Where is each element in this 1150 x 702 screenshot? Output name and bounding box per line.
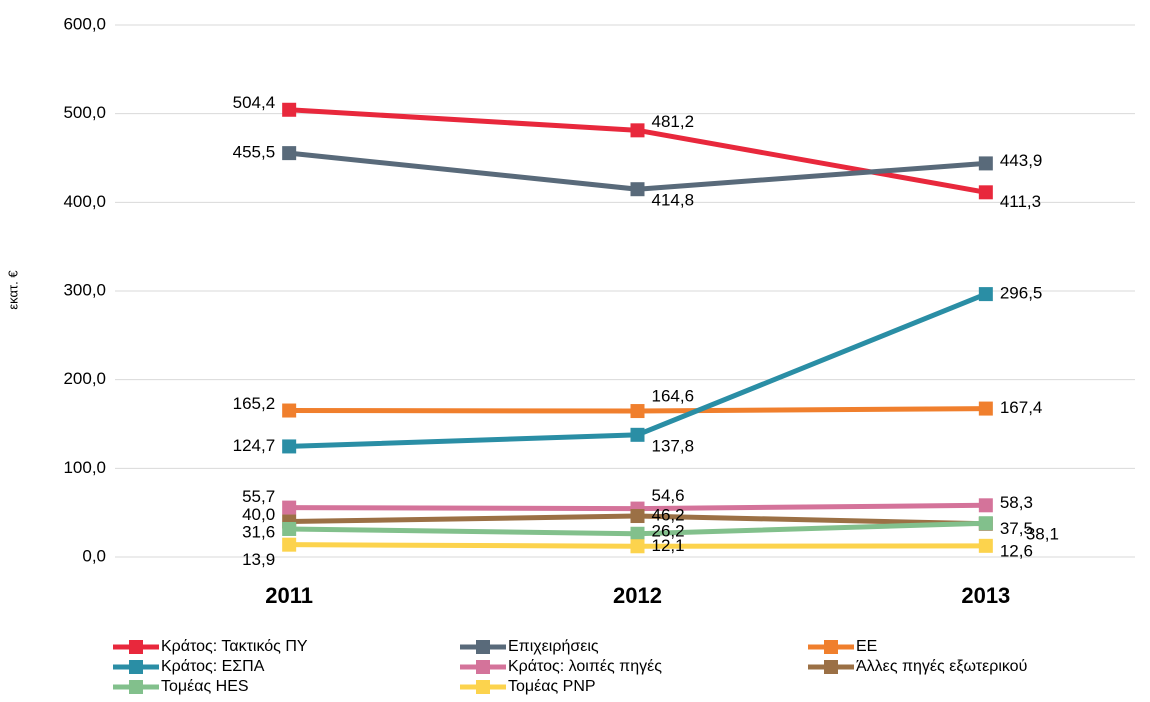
legend-marker bbox=[476, 640, 490, 654]
legend-label: Κράτος: Τακτικός ΠΥ bbox=[161, 638, 308, 655]
legend-label: Τομέας PNP bbox=[508, 678, 596, 695]
data-label: 26,2 bbox=[652, 521, 685, 540]
marker bbox=[978, 516, 993, 531]
data-label: 40,0 bbox=[242, 505, 275, 524]
x-tick-label: 2012 bbox=[613, 583, 662, 608]
marker bbox=[282, 537, 297, 552]
data-label: 296,5 bbox=[1000, 284, 1043, 303]
data-label: 164,6 bbox=[652, 387, 695, 406]
y-tick-label: 0,0 bbox=[82, 546, 106, 565]
legend-label: Τομέας HES bbox=[161, 678, 249, 695]
marker bbox=[978, 156, 993, 171]
marker bbox=[630, 123, 645, 138]
data-label: 58,3 bbox=[1000, 493, 1033, 512]
legend-label: Επιχειρήσεις bbox=[508, 638, 599, 655]
data-label: 37,5 bbox=[1000, 519, 1033, 538]
marker bbox=[630, 427, 645, 442]
marker bbox=[978, 287, 993, 302]
y-tick-label: 500,0 bbox=[63, 103, 106, 122]
data-label: 54,6 bbox=[652, 486, 685, 505]
data-label: 137,8 bbox=[652, 436, 695, 455]
marker bbox=[978, 538, 993, 553]
data-label: 411,3 bbox=[1000, 192, 1041, 211]
series-line bbox=[289, 291, 987, 449]
legend-marker bbox=[129, 680, 143, 694]
y-tick-label: 600,0 bbox=[63, 14, 106, 33]
marker bbox=[282, 521, 297, 536]
y-tick-label: 300,0 bbox=[63, 280, 106, 299]
data-label: 12,6 bbox=[1000, 541, 1033, 560]
data-label: 13,9 bbox=[242, 550, 275, 569]
y-tick-label: 400,0 bbox=[63, 192, 106, 211]
legend-label: Κράτος: λοιπές πηγές bbox=[508, 658, 662, 675]
legend-marker bbox=[476, 680, 490, 694]
data-label: 38,1 bbox=[1026, 525, 1059, 544]
marker bbox=[630, 539, 645, 554]
x-tick-label: 2011 bbox=[265, 583, 313, 608]
data-label: 31,6 bbox=[242, 522, 275, 541]
legend-marker bbox=[476, 660, 490, 674]
data-label: 455,5 bbox=[233, 143, 276, 162]
legend-marker bbox=[824, 660, 838, 674]
marker bbox=[282, 403, 297, 418]
legend-marker bbox=[129, 640, 143, 654]
data-label: 481,2 bbox=[652, 112, 695, 131]
marker bbox=[282, 146, 297, 161]
data-label: 167,4 bbox=[1000, 398, 1043, 417]
legend-marker bbox=[824, 640, 838, 654]
marker bbox=[978, 401, 993, 416]
data-label: 124,7 bbox=[233, 436, 276, 455]
marker bbox=[630, 182, 645, 197]
legend-label: Άλλες πηγές εξωτερικού bbox=[856, 658, 1027, 675]
marker bbox=[978, 498, 993, 513]
marker bbox=[630, 509, 645, 524]
x-tick-label: 2013 bbox=[961, 583, 1010, 608]
y-tick-label: 100,0 bbox=[63, 458, 106, 477]
data-label: 46,2 bbox=[652, 506, 685, 525]
data-label: 504,4 bbox=[233, 93, 276, 112]
marker bbox=[282, 439, 297, 454]
data-label: 165,2 bbox=[233, 394, 276, 413]
marker bbox=[630, 404, 645, 419]
data-label: 12,1 bbox=[652, 536, 685, 555]
marker bbox=[282, 500, 297, 515]
data-label: 443,9 bbox=[1000, 151, 1043, 170]
data-label: 55,7 bbox=[242, 487, 275, 506]
y-tick-label: 200,0 bbox=[63, 369, 106, 388]
series-line bbox=[289, 107, 987, 195]
marker bbox=[630, 526, 645, 541]
marker bbox=[282, 102, 297, 117]
legend-label: ΕΕ bbox=[856, 638, 877, 655]
y-axis-label: εκατ. € bbox=[5, 270, 20, 310]
data-label: 414,8 bbox=[652, 191, 695, 210]
marker bbox=[978, 185, 993, 200]
legend-label: Κράτος: ΕΣΠΑ bbox=[161, 658, 265, 675]
legend-marker bbox=[129, 660, 143, 674]
